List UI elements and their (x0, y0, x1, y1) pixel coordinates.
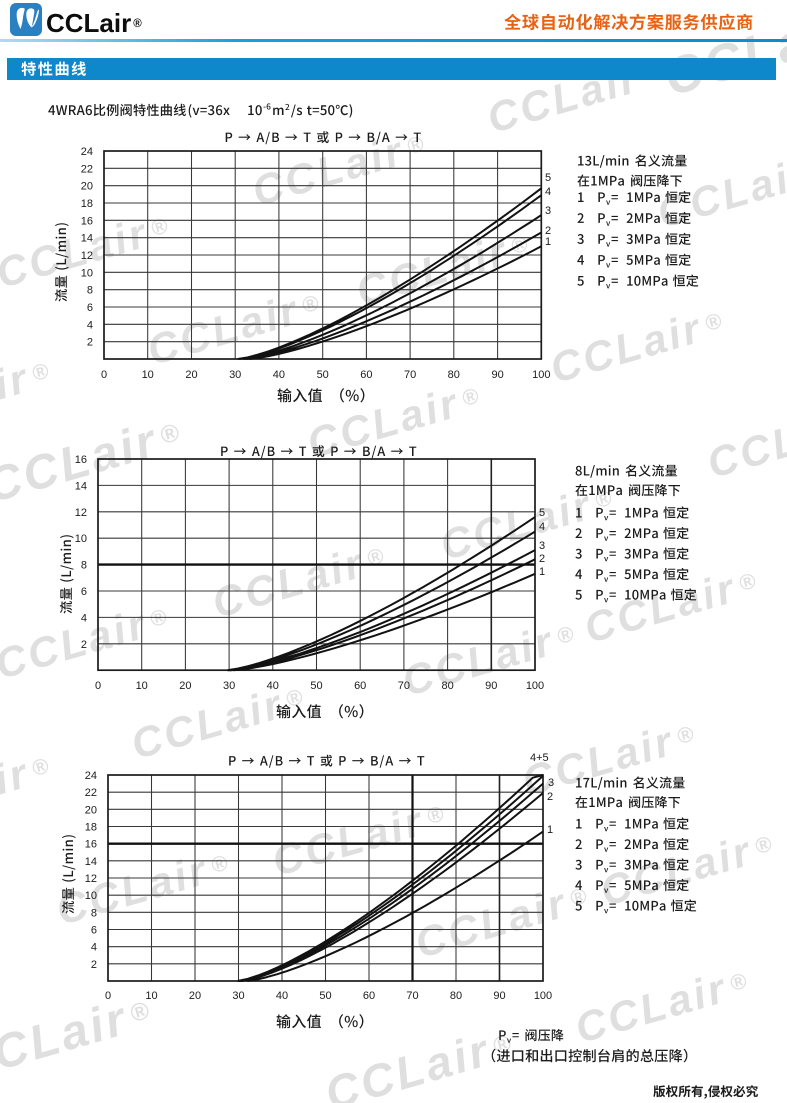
svg-text:50: 50 (317, 369, 329, 381)
svg-text:12: 12 (81, 250, 93, 262)
svg-text:30: 30 (232, 990, 244, 1002)
svg-text:10: 10 (142, 369, 154, 381)
svg-text:10: 10 (81, 267, 93, 279)
svg-text:2: 2 (539, 553, 545, 565)
svg-text:10: 10 (136, 680, 148, 692)
svg-text:5: 5 (539, 507, 545, 519)
svg-text:6: 6 (87, 302, 93, 314)
svg-text:4: 4 (87, 319, 93, 331)
svg-text:3: 3 (548, 777, 554, 789)
svg-text:0: 0 (95, 680, 101, 692)
svg-text:90: 90 (493, 990, 505, 1002)
svg-text:24: 24 (85, 770, 97, 782)
svg-text:20: 20 (179, 680, 191, 692)
svg-text:30: 30 (229, 369, 241, 381)
svg-text:0: 0 (101, 369, 107, 381)
svg-text:30: 30 (223, 680, 235, 692)
svg-text:22: 22 (85, 787, 97, 799)
svg-text:90: 90 (485, 680, 497, 692)
svg-text:16: 16 (85, 839, 97, 851)
svg-text:10: 10 (145, 990, 157, 1002)
svg-text:100: 100 (526, 680, 544, 692)
svg-text:2: 2 (87, 337, 93, 349)
svg-text:90: 90 (491, 369, 503, 381)
svg-text:4: 4 (81, 612, 87, 624)
svg-text:16: 16 (81, 215, 93, 227)
svg-text:14: 14 (75, 480, 87, 492)
svg-text:3: 3 (545, 205, 551, 217)
svg-text:6: 6 (91, 925, 97, 937)
svg-text:50: 50 (310, 680, 322, 692)
svg-text:20: 20 (81, 181, 93, 193)
svg-text:8: 8 (81, 560, 87, 572)
svg-text:100: 100 (534, 990, 552, 1002)
svg-text:10: 10 (75, 533, 87, 545)
svg-text:40: 40 (273, 369, 285, 381)
svg-text:20: 20 (85, 804, 97, 816)
svg-text:4: 4 (545, 186, 551, 198)
svg-text:40: 40 (267, 680, 279, 692)
svg-text:4: 4 (539, 521, 545, 533)
svg-text:10: 10 (85, 890, 97, 902)
svg-text:12: 12 (75, 507, 87, 519)
svg-text:12: 12 (85, 873, 97, 885)
svg-text:4+5: 4+5 (530, 752, 549, 764)
svg-text:2: 2 (81, 639, 87, 651)
svg-text:20: 20 (189, 990, 201, 1002)
svg-text:1: 1 (539, 566, 545, 578)
svg-text:3: 3 (539, 540, 545, 552)
svg-text:18: 18 (85, 822, 97, 834)
svg-text:40: 40 (276, 990, 288, 1002)
svg-text:2: 2 (545, 225, 551, 237)
svg-text:6: 6 (81, 586, 87, 598)
svg-text:2: 2 (547, 791, 553, 803)
svg-text:18: 18 (81, 198, 93, 210)
svg-text:16: 16 (75, 454, 87, 466)
svg-text:0: 0 (105, 990, 111, 1002)
svg-text:2: 2 (91, 959, 97, 971)
svg-text:70: 70 (406, 990, 418, 1002)
svg-text:60: 60 (363, 990, 375, 1002)
svg-text:5: 5 (545, 172, 551, 184)
svg-text:14: 14 (85, 856, 97, 868)
svg-text:4: 4 (91, 942, 97, 954)
svg-text:60: 60 (354, 680, 366, 692)
svg-text:14: 14 (81, 233, 93, 245)
svg-text:80: 80 (450, 990, 462, 1002)
svg-text:24: 24 (81, 146, 93, 158)
svg-text:1: 1 (545, 236, 551, 248)
svg-text:80: 80 (448, 369, 460, 381)
svg-text:60: 60 (360, 369, 372, 381)
svg-text:70: 70 (398, 680, 410, 692)
svg-text:22: 22 (81, 163, 93, 175)
svg-text:1: 1 (547, 824, 553, 836)
svg-text:8: 8 (91, 907, 97, 919)
svg-text:70: 70 (404, 369, 416, 381)
svg-text:20: 20 (185, 369, 197, 381)
svg-text:80: 80 (441, 680, 453, 692)
svg-text:8: 8 (87, 285, 93, 297)
svg-text:100: 100 (532, 369, 550, 381)
svg-text:50: 50 (319, 990, 331, 1002)
